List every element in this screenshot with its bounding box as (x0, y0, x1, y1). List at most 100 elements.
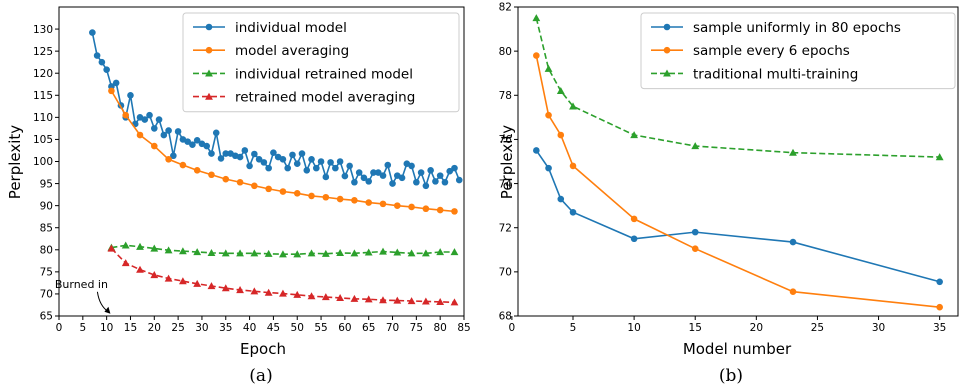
annotation-arrowhead (104, 306, 111, 314)
data-point (936, 278, 943, 286)
x-tick-label: 10 (100, 322, 113, 334)
data-point (355, 169, 363, 176)
data-point (98, 58, 106, 66)
data-point (270, 149, 277, 156)
data-point (122, 111, 130, 119)
data-point (121, 241, 130, 249)
data-point (298, 150, 306, 157)
data-point (421, 297, 430, 305)
data-point (160, 131, 168, 139)
data-point (532, 14, 541, 22)
data-point (307, 292, 316, 300)
x-tick-label: 35 (933, 322, 946, 334)
data-point (365, 178, 373, 185)
data-point (178, 277, 187, 285)
legend-swatch-marker (205, 23, 213, 31)
data-point (327, 159, 334, 166)
data-point (174, 128, 182, 135)
data-point (436, 248, 445, 256)
y-tick-label: 85 (40, 222, 53, 234)
data-point (533, 147, 540, 154)
data-point (691, 142, 700, 150)
y-tick-label: 72 (499, 222, 512, 234)
data-point (136, 131, 144, 139)
legend-swatch-marker (205, 92, 213, 100)
plot-area (89, 29, 463, 306)
data-point (322, 193, 330, 201)
legend-swatch-marker (663, 69, 671, 77)
y-tick-label: 76 (499, 134, 513, 146)
data-point (691, 228, 699, 236)
data-point (284, 164, 292, 172)
data-point (293, 250, 302, 258)
data-point (393, 248, 402, 256)
y-tick-label: 80 (40, 244, 53, 256)
data-point (408, 162, 415, 170)
data-point (533, 52, 540, 59)
data-point (351, 197, 358, 204)
plot-area (532, 14, 944, 311)
data-point (446, 167, 454, 175)
data-point (222, 150, 230, 157)
x-tick-label: 85 (457, 322, 470, 334)
data-point (450, 248, 459, 256)
data-point (193, 137, 201, 144)
data-point (630, 235, 638, 243)
data-point (312, 164, 320, 172)
x-axis-label: Model number (683, 340, 792, 358)
data-point (193, 167, 201, 174)
data-point (236, 249, 244, 257)
data-point (222, 175, 230, 183)
x-tick-label: 55 (314, 322, 327, 334)
data-point (322, 173, 330, 181)
data-point (217, 155, 225, 162)
data-point (260, 159, 268, 166)
y-tick-label: 120 (33, 68, 53, 80)
x-tick-label: 15 (124, 322, 137, 334)
series-retrained-model-averaging (107, 244, 459, 306)
chart-a: 0 5 10 15 20 25 30 35 40 45 50 55 60 65 70 75 80 85 65 70 75… (6, 6, 471, 386)
legend: sample uniformly in 80 epochs sample ever… (640, 12, 956, 90)
data-point (203, 142, 211, 150)
data-point (164, 246, 173, 254)
data-point (364, 248, 373, 256)
data-point (365, 199, 373, 206)
data-point (279, 289, 287, 297)
data-point (221, 249, 230, 257)
y-tick-label: 115 (33, 90, 53, 102)
legend-swatch-marker (663, 46, 671, 54)
data-point (417, 169, 425, 176)
data-point (556, 86, 565, 94)
y-tick-label: 70 (40, 289, 53, 301)
data-point (165, 127, 172, 134)
data-point (545, 111, 552, 119)
data-point (236, 153, 244, 161)
legend-box (182, 12, 460, 113)
x-tick-label: 0 (56, 322, 63, 334)
data-point (789, 288, 797, 296)
plot-frame (517, 6, 959, 317)
legend-swatch-marker (205, 46, 213, 54)
data-point (336, 248, 345, 256)
data-point (630, 215, 638, 223)
data-point (241, 147, 249, 154)
series-line (535, 150, 940, 283)
x-tick-label: 35 (219, 322, 232, 334)
data-point (293, 290, 302, 298)
data-point (321, 249, 330, 257)
y-tick-label: 130 (33, 24, 53, 36)
data-point (569, 208, 577, 216)
data-point (789, 148, 797, 156)
data-point (93, 52, 101, 59)
data-point (89, 29, 96, 36)
series-line (535, 55, 940, 308)
data-point (351, 178, 358, 186)
y-tick-label: 70 (499, 267, 512, 279)
data-point (341, 172, 349, 180)
data-point (393, 202, 401, 209)
data-point (293, 160, 301, 168)
data-point (146, 111, 153, 119)
data-point (107, 244, 116, 252)
series-line (535, 17, 940, 158)
